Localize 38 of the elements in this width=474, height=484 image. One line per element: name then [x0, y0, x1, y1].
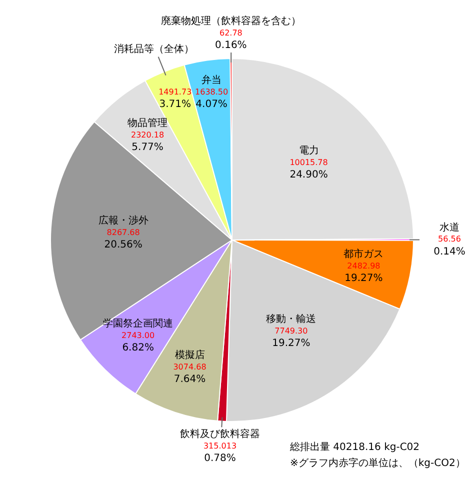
data-label: 1638.50: [195, 88, 228, 97]
slice-label: 模擬店: [174, 349, 205, 362]
text: 0.78%: [204, 452, 236, 464]
text: 7.64%: [174, 374, 206, 386]
data-label: 62.78: [219, 28, 242, 38]
text: 0.16%: [215, 40, 247, 52]
data-label: 10015.78: [290, 158, 328, 167]
slice-label: 都市ガス: [344, 248, 384, 260]
data-label: 8267.68: [106, 228, 140, 238]
text: 3.71%: [159, 99, 192, 110]
data-label: 7749.30: [274, 326, 308, 336]
data-label: 2482.98: [347, 261, 380, 270]
text: 24.90%: [290, 169, 328, 180]
text: 5.77%: [132, 142, 164, 154]
slice-label: 学園祭企画関連: [103, 318, 174, 330]
text: 19.27%: [272, 338, 310, 349]
data-label: 1491.73: [158, 88, 192, 97]
data-label: 56.56: [438, 234, 461, 244]
data-label: 2743.00: [122, 331, 155, 340]
data-label: 315.013: [203, 441, 237, 450]
slice-label: 水道: [440, 221, 460, 234]
text: 19.27%: [344, 272, 383, 284]
text: 20.56%: [104, 240, 142, 251]
slice-label: 移動・輸送: [266, 312, 316, 325]
text: 6.82%: [122, 342, 154, 354]
slice-label: 飲料及び飲料容器: [180, 428, 260, 440]
slice-label: 電力: [298, 144, 319, 156]
slice-label: 廃棄物処理（飲料容器を含む）: [160, 15, 301, 28]
slice-label: 物品管理: [128, 118, 168, 130]
text: 0.14%: [434, 246, 466, 258]
data-label: 3074.68: [173, 362, 206, 372]
slice-label: 広報・渉外: [98, 214, 148, 227]
text: 4.07%: [196, 99, 228, 110]
text: 総排出量 40218.16 kg-C02: [290, 440, 421, 455]
data-label: 2320.18: [130, 130, 164, 140]
text: ※グラフ内赤字の単位は、（kg-CO2）: [290, 456, 466, 471]
slice-label: 弁当: [202, 74, 222, 86]
slice-label: 消耗品等（全体）: [114, 42, 194, 55]
